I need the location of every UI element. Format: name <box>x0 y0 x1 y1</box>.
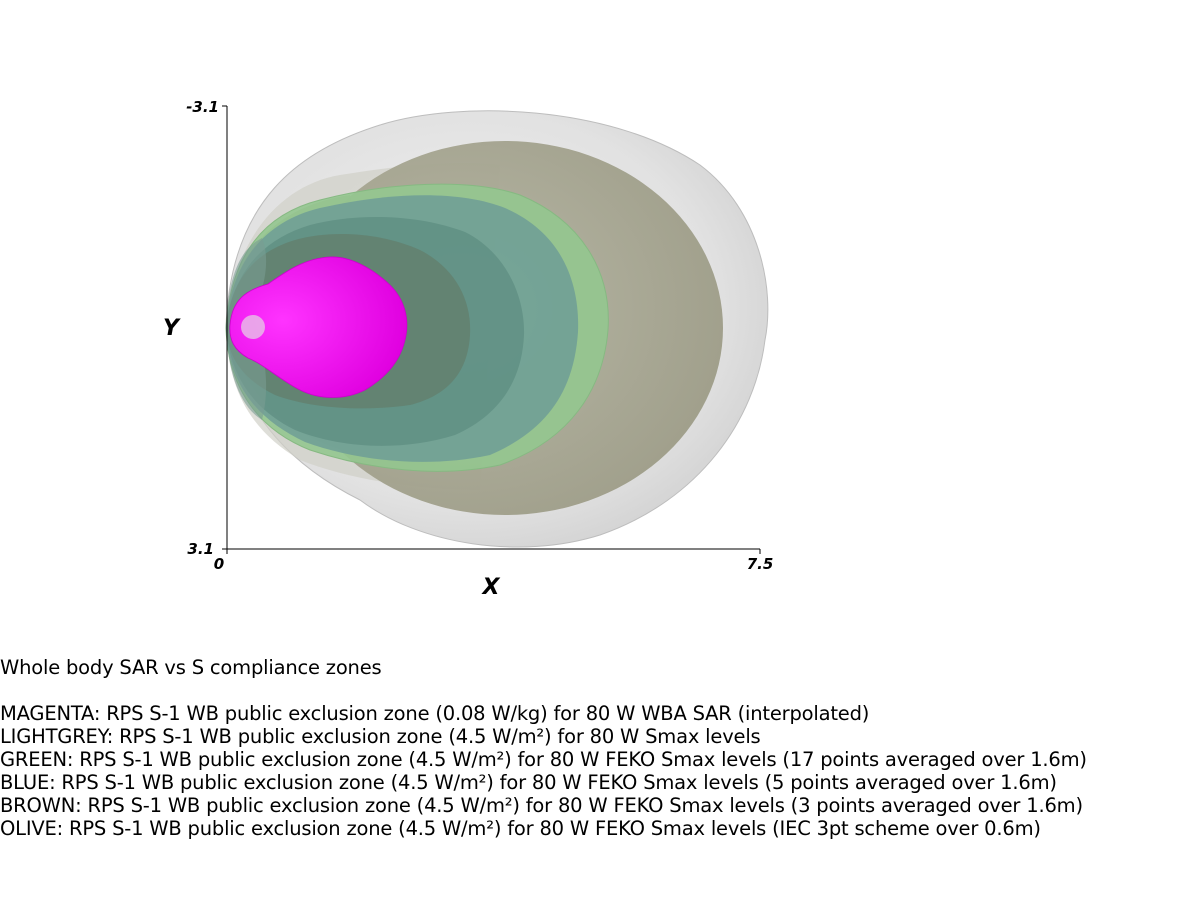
legend-caption: Whole body SAR vs S compliance zones MAG… <box>0 656 1200 840</box>
legend-entry-magenta: MAGENTA: RPS S-1 WB public exclusion zon… <box>0 702 870 725</box>
legend-entry-blue: BLUE: RPS S-1 WB public exclusion zone (… <box>0 771 1057 794</box>
y-axis-title: Y <box>163 316 181 341</box>
legend-entry-olive: OLIVE: RPS S-1 WB public exclusion zone … <box>0 817 1041 840</box>
legend-entry-lightgrey: LIGHTGREY: RPS S-1 WB public exclusion z… <box>0 725 761 748</box>
x-tick-label-right: 7.5 <box>747 555 774 573</box>
chart-title: Whole body SAR vs S compliance zones <box>0 656 382 679</box>
plot-area: -3.1 3.1 0 7.5 Y X <box>163 98 774 600</box>
y-tick-label-bottom: 3.1 <box>187 540 214 558</box>
zone-magenta-highlight <box>241 315 265 339</box>
chart-svg: -3.1 3.1 0 7.5 Y X <box>163 98 774 600</box>
x-axis-title: X <box>481 575 501 600</box>
legend-entry-green: GREEN: RPS S-1 WB public exclusion zone … <box>0 748 1087 771</box>
y-tick-label-top: -3.1 <box>186 98 219 116</box>
zone-magenta <box>229 256 408 398</box>
x-tick-label-left: 0 <box>214 555 224 573</box>
legend-entry-brown: BROWN: RPS S-1 WB public exclusion zone … <box>0 794 1083 817</box>
